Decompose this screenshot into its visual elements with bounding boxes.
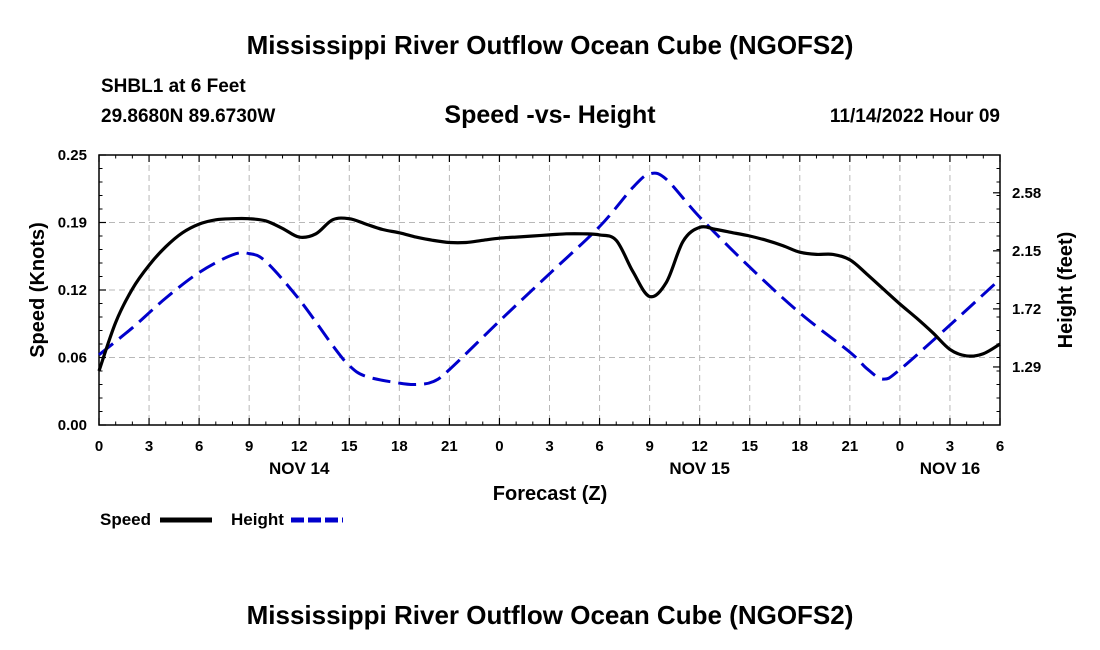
minor-ticks [99, 155, 1000, 425]
y-left-tick-label: 0.00 [58, 417, 87, 434]
y-left-tick-label: 0.19 [58, 215, 87, 232]
series-line-speed [97, 216, 1001, 372]
y-right-tick-labels: 1.29 1.72 2.15 2.58 [1012, 185, 1041, 376]
chart-subtitle: Speed -vs- Height [444, 101, 656, 129]
x-tick-labels: 0 3 6 9 12 15 18 21 0 3 6 9 12 15 18 21 0 3 6 [95, 438, 1004, 455]
y-right-tick-label: 1.72 [1012, 301, 1041, 318]
date-label: NOV 16 [920, 459, 980, 478]
x-tick-label: 18 [391, 438, 408, 455]
x-axis-label: Forecast (Z) [493, 483, 607, 505]
x-tick-label: 21 [841, 438, 858, 455]
y-left-axis-label: Speed (Knots) [27, 222, 49, 358]
forecast-datestamp: 11/14/2022 Hour 09 [829, 106, 1000, 127]
chart-title: Mississippi River Outflow Ocean Cube (NG… [246, 30, 854, 60]
y-right-tick-label: 1.29 [1012, 359, 1041, 376]
x-tick-label: 6 [595, 438, 603, 455]
y-left-tick-label: 0.06 [58, 350, 87, 367]
x-tick-label: 12 [291, 438, 308, 455]
station-name: SHBL1 at 6 Feet [101, 76, 246, 97]
legend-height-label: Height [231, 510, 284, 529]
y-left-tick-label: 0.25 [58, 147, 87, 164]
x-tick-label: 12 [691, 438, 708, 455]
series-line-height [98, 171, 1002, 387]
date-label: NOV 14 [269, 459, 330, 478]
x-tick-label: 0 [495, 438, 503, 455]
x-tick-label: 15 [741, 438, 758, 455]
date-label: NOV 15 [669, 459, 729, 478]
x-tick-label: 18 [791, 438, 808, 455]
x-tick-label: 3 [545, 438, 553, 455]
x-tick-label: 3 [946, 438, 954, 455]
y-right-tick-label: 2.15 [1012, 243, 1041, 260]
grid-lines [98, 154, 1001, 426]
x-tick-label: 0 [95, 438, 103, 455]
legend: Speed Height [100, 510, 343, 529]
x-tick-label: 9 [245, 438, 253, 455]
x-tick-label: 3 [145, 438, 153, 455]
y-right-tick-label: 2.58 [1012, 185, 1041, 202]
x-tick-label: 6 [195, 438, 203, 455]
y-left-tick-label: 0.12 [58, 282, 87, 299]
date-labels: NOV 14 NOV 15 NOV 16 [269, 459, 980, 478]
y-left-tick-labels: 0.00 0.06 0.12 0.19 0.25 [58, 147, 87, 434]
x-tick-label: 21 [441, 438, 458, 455]
chart-title-bottom: Mississippi River Outflow Ocean Cube (NG… [246, 600, 854, 630]
legend-speed-label: Speed [100, 510, 151, 529]
series-layer [97, 171, 1002, 387]
x-tick-label: 9 [645, 438, 653, 455]
x-tick-label: 0 [896, 438, 904, 455]
station-coordinates: 29.8680N 89.6730W [101, 106, 276, 127]
x-tick-label: 6 [996, 438, 1004, 455]
x-tick-label: 15 [341, 438, 358, 455]
y-right-axis-label: Height (feet) [1055, 232, 1077, 349]
